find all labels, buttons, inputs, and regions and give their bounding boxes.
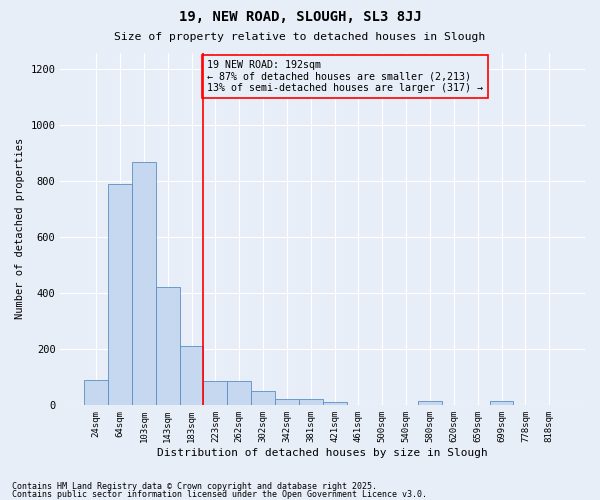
Bar [179, 346, 203, 405]
Bar [132, 162, 156, 405]
Bar [299, 399, 323, 405]
Bar [251, 391, 275, 405]
Text: 19 NEW ROAD: 192sqm
← 87% of detached houses are smaller (2,213)
13% of semi-det: 19 NEW ROAD: 192sqm ← 87% of detached ho… [208, 60, 484, 92]
Text: Contains HM Land Registry data © Crown copyright and database right 2025.: Contains HM Land Registry data © Crown c… [12, 482, 377, 491]
Bar [275, 399, 299, 405]
Bar [323, 402, 347, 405]
Y-axis label: Number of detached properties: Number of detached properties [15, 138, 25, 320]
Bar [84, 380, 108, 405]
Text: Contains public sector information licensed under the Open Government Licence v3: Contains public sector information licen… [12, 490, 427, 499]
Bar [203, 381, 227, 405]
Bar [227, 381, 251, 405]
Text: Size of property relative to detached houses in Slough: Size of property relative to detached ho… [115, 32, 485, 42]
Bar [490, 400, 514, 405]
Bar [418, 400, 442, 405]
Text: 19, NEW ROAD, SLOUGH, SL3 8JJ: 19, NEW ROAD, SLOUGH, SL3 8JJ [179, 10, 421, 24]
Bar [108, 184, 132, 405]
X-axis label: Distribution of detached houses by size in Slough: Distribution of detached houses by size … [157, 448, 488, 458]
Bar [156, 288, 179, 405]
